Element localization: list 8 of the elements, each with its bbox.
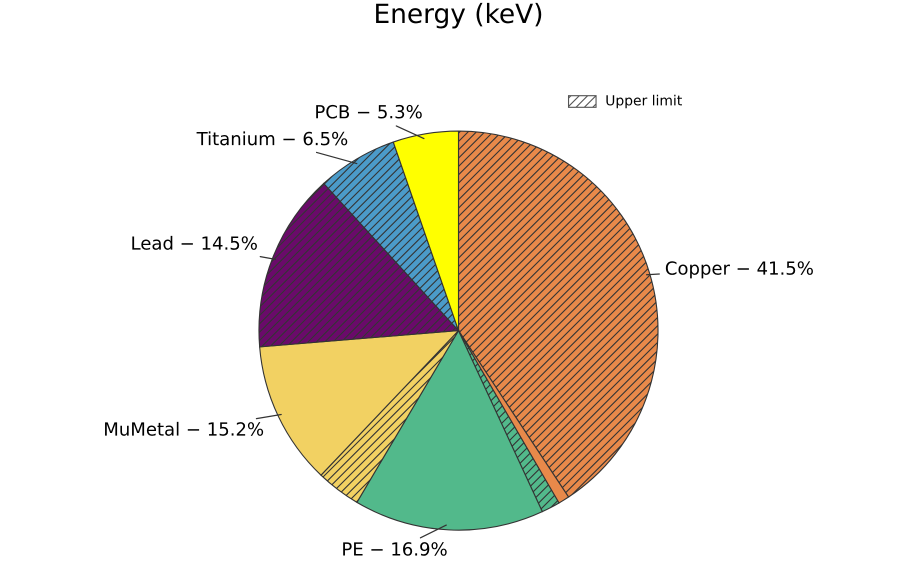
slice-label: Copper − 41.5% <box>666 261 813 278</box>
chart-title: Energy (keV) <box>376 2 542 28</box>
slice-label: PCB − 5.3% <box>316 104 422 119</box>
slice-label: Titanium − 6.5% <box>196 131 348 146</box>
slice-label: MuMetal − 15.2% <box>105 422 264 436</box>
slice-label: Lead − 14.5% <box>132 236 257 250</box>
slice-label: PE − 16.9% <box>343 542 447 556</box>
text: Upper limit <box>606 94 682 108</box>
